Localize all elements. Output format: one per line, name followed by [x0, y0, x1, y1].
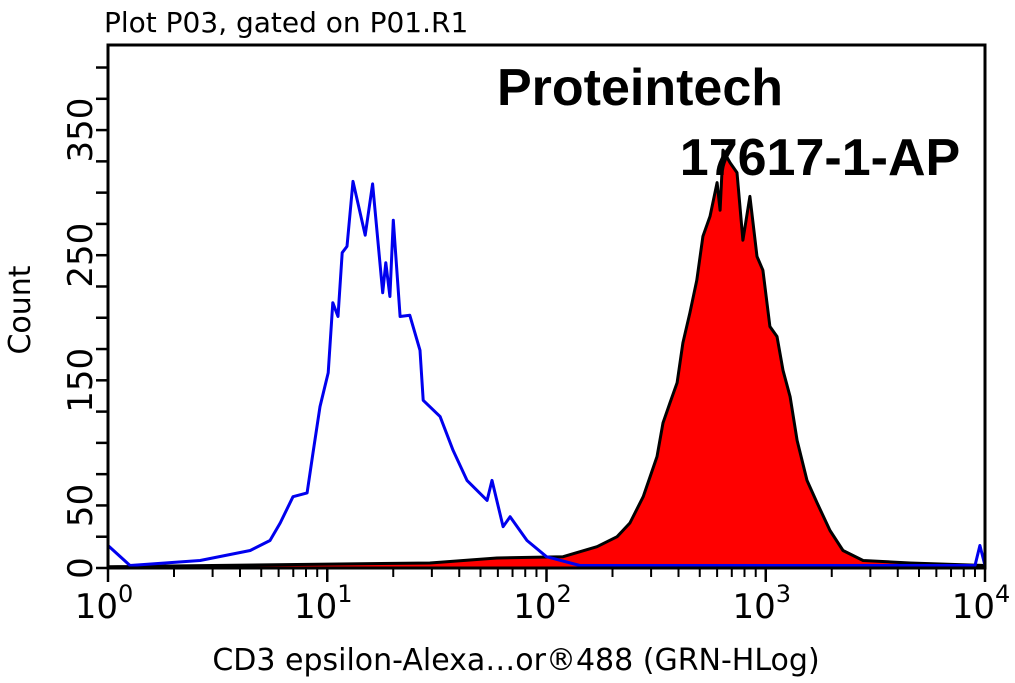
- watermark-brand: Proteintech: [497, 59, 783, 117]
- x-tick-label: 102: [513, 580, 572, 627]
- histogram-edge-1: [107, 148, 986, 569]
- y-tick-label: 0: [61, 557, 101, 579]
- y-tick-label: 350: [61, 98, 101, 163]
- x-tick-exponent: 0: [118, 580, 133, 608]
- x-tick-exponent: 3: [776, 580, 791, 608]
- watermark-catalog: 17617-1-AP: [680, 129, 960, 187]
- x-tick-label: 103: [732, 580, 791, 627]
- x-tick-label: 101: [294, 580, 353, 627]
- plot-title: Plot P03, gated on P01.R1: [104, 6, 468, 39]
- x-tick-label: 100: [75, 580, 134, 627]
- x-tick-base: 10: [732, 587, 775, 627]
- y-axis-label: Count: [3, 265, 38, 354]
- y-tick-label: 250: [61, 223, 101, 288]
- y-tick-label: 150: [61, 348, 101, 413]
- x-tick-exponent: 1: [337, 580, 352, 608]
- x-tick-exponent: 2: [556, 580, 571, 608]
- histogram-fill-1: [108, 150, 985, 568]
- x-tick-exponent: 4: [995, 580, 1010, 608]
- plot-area: [106, 148, 987, 569]
- x-tick-base: 10: [513, 587, 556, 627]
- histogram-outline-0: [106, 179, 987, 567]
- plot-frame: [106, 43, 987, 570]
- x-tick-base: 10: [75, 587, 118, 627]
- y-tick-label: 50: [61, 484, 101, 527]
- x-axis-label: CD3 epsilon-Alexa…or®488 (GRN-HLog): [212, 643, 819, 678]
- x-tick-base: 10: [952, 587, 995, 627]
- x-tick-label: 104: [952, 580, 1011, 627]
- x-tick-base: 10: [294, 587, 337, 627]
